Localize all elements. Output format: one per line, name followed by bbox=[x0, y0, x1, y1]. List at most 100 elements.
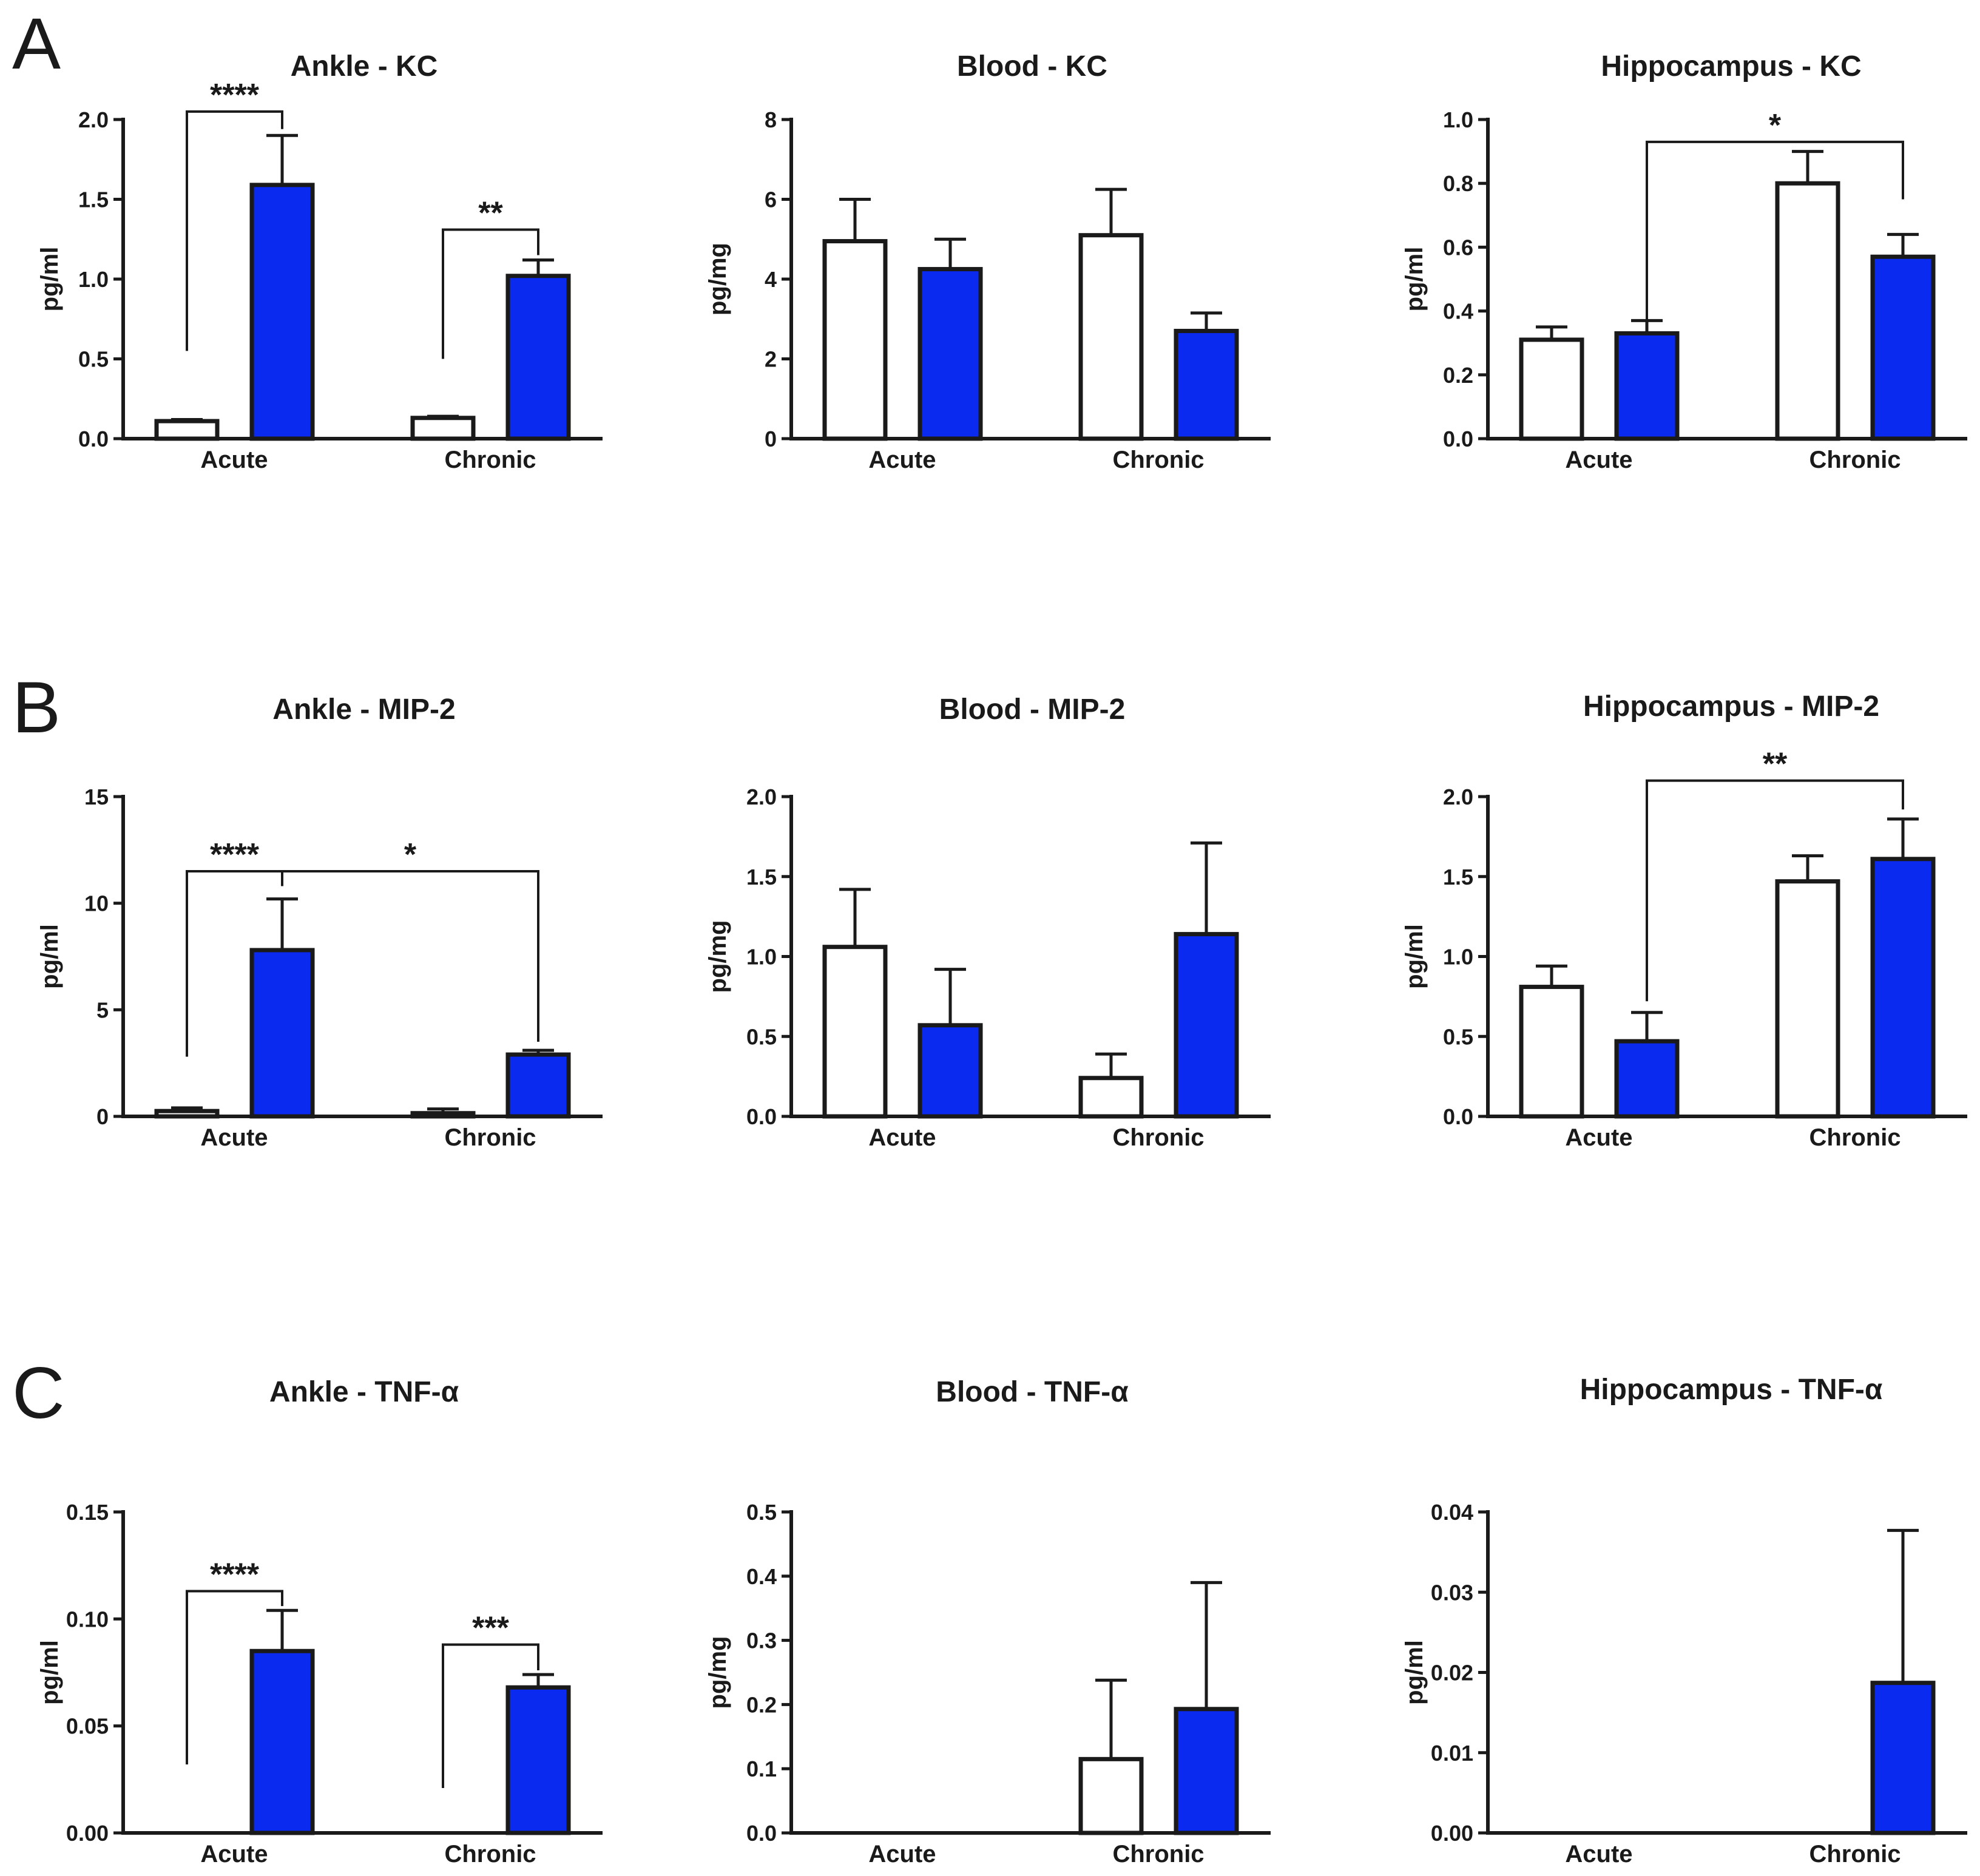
chart-7-significance-bracket bbox=[186, 1590, 283, 1765]
chart-5-bar bbox=[1078, 1076, 1144, 1119]
chart-9-ylabel: pg/ml bbox=[1401, 1640, 1428, 1705]
chart-1-y-tick-label: 2.0 bbox=[78, 107, 109, 132]
chart-1-y-tick-label: 0.5 bbox=[78, 347, 109, 372]
chart-8-y-tick-label: 0.4 bbox=[746, 1564, 777, 1589]
chart-6-category-label: Chronic bbox=[1809, 1124, 1901, 1151]
chart-2-title: Blood - KC bbox=[957, 50, 1107, 83]
chart-5-y-tick-label: 0.5 bbox=[746, 1024, 777, 1049]
chart-6-y-tick-label: 0.5 bbox=[1443, 1024, 1473, 1049]
chart-3-y-tick-label: 0.6 bbox=[1443, 235, 1473, 260]
chart-9-y-tick-label: 0.02 bbox=[1431, 1661, 1473, 1685]
chart-4-y-tick-label: 15 bbox=[84, 784, 109, 809]
chart-4-ylabel: pg/ml bbox=[36, 924, 63, 989]
chart-2-y-tick-label: 4 bbox=[765, 267, 777, 292]
panel-letter-c: C bbox=[12, 1352, 65, 1434]
chart-4-significance-bracket bbox=[281, 869, 539, 1042]
chart-7-y-tick-label: 0.10 bbox=[66, 1607, 109, 1631]
chart-4-significance-label: * bbox=[404, 837, 417, 872]
chart-4-category-label: Acute bbox=[200, 1124, 268, 1151]
chart-9-y-tick-label: 0.04 bbox=[1431, 1500, 1473, 1525]
chart-1-ylabel: pg/ml bbox=[36, 247, 63, 312]
chart-2-category-label: Acute bbox=[868, 447, 936, 473]
charts-layer: Ankle - KC pg/ml 0.0 0.5 1.0 1.5 2.0 Acute Chron… bbox=[36, 50, 1967, 1868]
chart-7-y-tick-label: 0.00 bbox=[66, 1821, 109, 1846]
chart-3-category-label: Acute bbox=[1565, 447, 1632, 473]
chart-2-y-tick-label: 6 bbox=[765, 187, 777, 212]
chart-8-category-label: Chronic bbox=[1112, 1841, 1204, 1868]
chart-8-title: Blood - TNF-α bbox=[936, 1376, 1129, 1408]
chart-7-title: Ankle - TNF-α bbox=[269, 1376, 459, 1408]
chart-2-y-tick-label: 8 bbox=[765, 107, 777, 132]
panel-letter-b: B bbox=[12, 667, 61, 748]
chart-1-y-tick-label: 1.0 bbox=[78, 267, 109, 292]
chart-8-y-tick-label: 0.2 bbox=[746, 1692, 777, 1717]
chart-3-y-tick-label: 1.0 bbox=[1443, 107, 1473, 132]
chart-3-bar bbox=[1775, 181, 1840, 441]
chart-4-category-label: Chronic bbox=[444, 1124, 536, 1151]
chart-1-category-label: Acute bbox=[200, 447, 268, 473]
chart-4-title: Ankle - MIP-2 bbox=[272, 693, 455, 726]
chart-5-bar bbox=[1174, 932, 1239, 1119]
chart-6-y-tick-label: 0.0 bbox=[1443, 1104, 1473, 1129]
chart-9-y-tick-label: 0.01 bbox=[1431, 1741, 1473, 1766]
chart-6-y-tick-label: 2.0 bbox=[1443, 784, 1473, 809]
chart-6-significance-bracket bbox=[1646, 779, 1904, 1002]
chart-6-y-tick-label: 1.0 bbox=[1443, 945, 1473, 970]
chart-3-significance-label: * bbox=[1769, 108, 1782, 143]
chart-2-category-label: Chronic bbox=[1112, 447, 1204, 473]
chart-6-title: Hippocampus - MIP-2 bbox=[1583, 690, 1879, 723]
chart-5-category-label: Chronic bbox=[1112, 1124, 1204, 1151]
chart-9-title: Hippocampus - TNF-α bbox=[1580, 1374, 1883, 1406]
chart-3-ylabel: pg/ml bbox=[1401, 247, 1428, 312]
chart-3-title: Hippocampus - KC bbox=[1601, 50, 1861, 83]
chart-3-bar bbox=[1870, 254, 1936, 441]
chart-4-significance-label: **** bbox=[210, 837, 260, 872]
chart-1-significance-bracket bbox=[186, 110, 283, 351]
panel-letter-a: A bbox=[12, 3, 61, 84]
chart-4-bar bbox=[154, 1108, 220, 1119]
chart-1-bar bbox=[505, 274, 571, 441]
chart-5-ylabel: pg/mg bbox=[704, 920, 731, 993]
chart-8-bar bbox=[1078, 1756, 1144, 1835]
chart-2-ylabel: pg/mg bbox=[704, 243, 731, 315]
chart-4-y-tick-label: 10 bbox=[84, 891, 109, 916]
chart-2-bar bbox=[1174, 328, 1239, 441]
chart-7-bar bbox=[505, 1685, 571, 1835]
chart-3-y-tick-label: 0.8 bbox=[1443, 171, 1473, 196]
chart-4-bar bbox=[505, 1052, 571, 1119]
chart-1-significance-bracket bbox=[442, 228, 539, 359]
chart-2-y-tick-label: 0 bbox=[765, 427, 777, 451]
chart-3-significance-bracket bbox=[1646, 140, 1904, 324]
chart-5-bar bbox=[917, 1023, 983, 1119]
chart-8-bar bbox=[1174, 1707, 1239, 1835]
chart-7-category-label: Acute bbox=[200, 1841, 268, 1868]
chart-2-bar bbox=[1078, 233, 1144, 441]
chart-7-bar bbox=[249, 1648, 315, 1835]
chart-5-y-tick-label: 1.0 bbox=[746, 945, 777, 970]
chart-8-y-tick-label: 0.5 bbox=[746, 1500, 777, 1525]
chart-6-bar bbox=[1870, 857, 1936, 1119]
chart-1-title: Ankle - KC bbox=[291, 50, 438, 83]
chart-8-y-tick-label: 0.0 bbox=[746, 1821, 777, 1846]
chart-9-bar bbox=[1870, 1681, 1936, 1835]
chart-5-y-tick-label: 1.5 bbox=[746, 865, 777, 889]
chart-6-y-tick-label: 1.5 bbox=[1443, 865, 1473, 889]
chart-6-bar bbox=[1519, 985, 1584, 1119]
chart-4-y-tick-label: 5 bbox=[96, 997, 109, 1022]
chart-1-significance-label: **** bbox=[210, 78, 260, 113]
chart-3-y-tick-label: 0.2 bbox=[1443, 363, 1473, 388]
chart-1-y-tick-label: 1.5 bbox=[78, 187, 109, 212]
chart-3-y-tick-label: 0.0 bbox=[1443, 427, 1473, 451]
chart-5-bar bbox=[822, 945, 888, 1119]
chart-7-category-label: Chronic bbox=[444, 1841, 536, 1868]
chart-9-y-tick-label: 0.03 bbox=[1431, 1580, 1473, 1605]
chart-8-category-label: Acute bbox=[868, 1841, 936, 1868]
chart-9-category-label: Chronic bbox=[1809, 1841, 1901, 1868]
chart-6-ylabel: pg/ml bbox=[1401, 924, 1428, 989]
chart-7-significance-bracket bbox=[442, 1643, 539, 1788]
chart-4-bar bbox=[249, 948, 315, 1119]
chart-2-bar bbox=[822, 239, 888, 441]
chart-6-significance-label: ** bbox=[1763, 747, 1788, 782]
chart-7-y-tick-label: 0.15 bbox=[66, 1500, 109, 1525]
